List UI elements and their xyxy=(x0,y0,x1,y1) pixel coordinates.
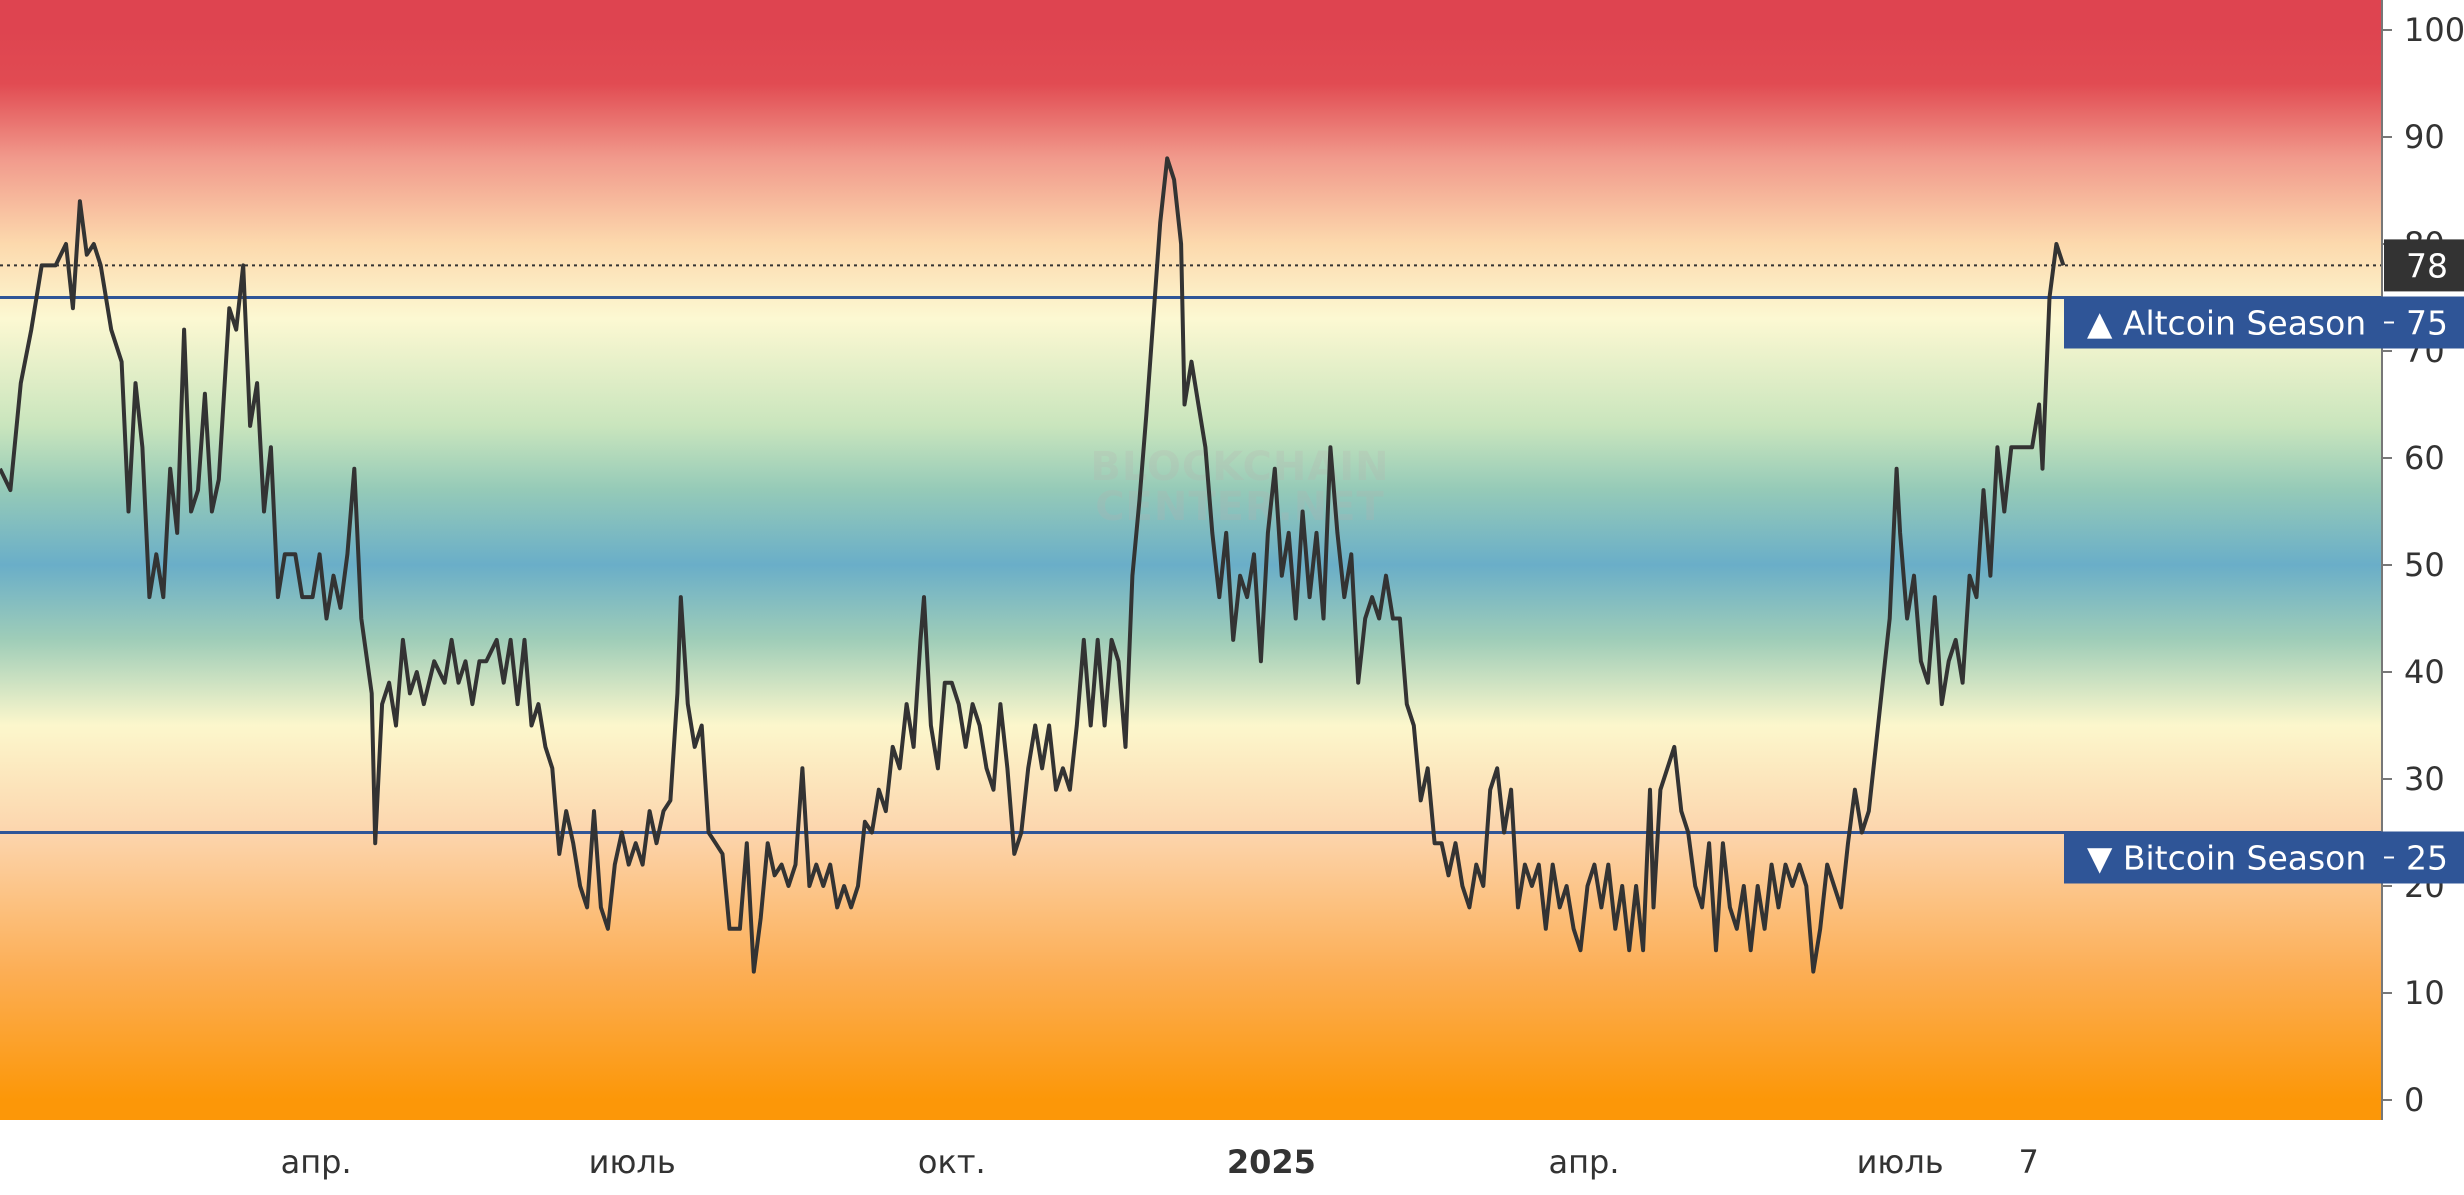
threshold-badges: ▲ Altcoin Season 75 ▼ Bitcoin Season 25 78 xyxy=(2064,239,2464,884)
y-tick-label: 60 xyxy=(2404,439,2445,477)
axis-background xyxy=(2382,0,2464,1191)
x-tick-label: апр. xyxy=(281,1143,352,1181)
threshold-value: 75 xyxy=(2406,304,2448,343)
x-tick-label: апр. xyxy=(1548,1143,1619,1181)
x-tick-label: июль xyxy=(1857,1143,1944,1181)
x-tick-label: 7 xyxy=(2018,1143,2038,1181)
threshold-value: 25 xyxy=(2406,839,2448,878)
y-tick-label: 10 xyxy=(2404,974,2445,1012)
y-tick-label: 30 xyxy=(2404,760,2445,798)
current-value-label: 78 xyxy=(2406,246,2448,285)
y-tick-label: 50 xyxy=(2404,546,2445,584)
threshold-badge xyxy=(2064,831,2464,884)
current-value-badge xyxy=(2384,239,2464,292)
x-tick-label: июль xyxy=(589,1143,676,1181)
series-layer xyxy=(0,156,2066,974)
x-axis-background xyxy=(0,1120,2382,1191)
x-tick-label: окт. xyxy=(918,1143,986,1181)
y-tick-label: 0 xyxy=(2404,1081,2424,1119)
threshold-label: ▼ Bitcoin Season xyxy=(2087,839,2366,878)
plot-background xyxy=(0,0,2382,1120)
y-tick-label: 100 xyxy=(2404,11,2464,49)
x-axis: апр. июль окт. 2025 апр. июль 7 xyxy=(281,1143,2039,1181)
series-line xyxy=(0,156,2066,974)
y-tick-label: 90 xyxy=(2404,118,2445,156)
threshold-badge xyxy=(2064,296,2464,349)
reference-lines xyxy=(0,264,2382,834)
threshold-label: ▲ Altcoin Season xyxy=(2087,304,2366,343)
y-tick-label: 40 xyxy=(2404,653,2445,691)
x-tick-label: 2025 xyxy=(1227,1143,1316,1181)
